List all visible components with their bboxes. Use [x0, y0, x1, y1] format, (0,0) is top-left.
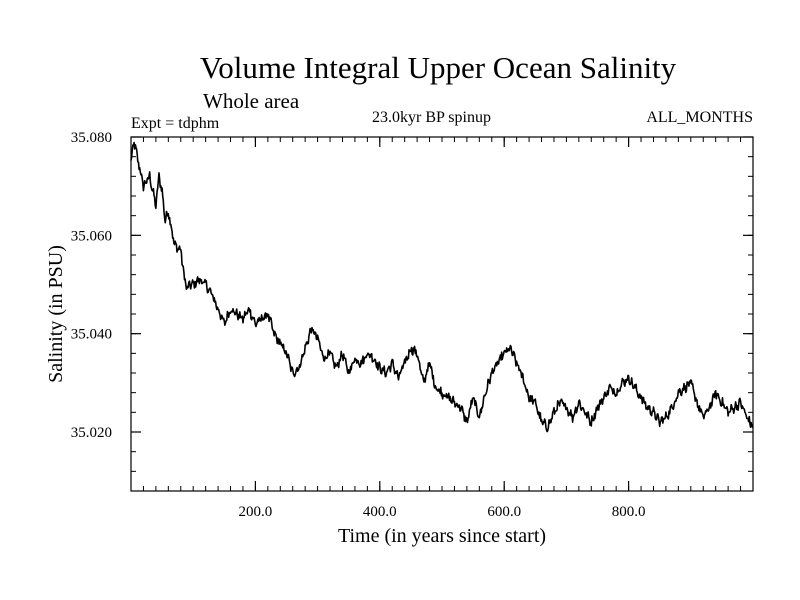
y-tick-label: 35.020 [71, 425, 112, 441]
plot-frame [130, 136, 754, 492]
y-tick-label: 35.040 [71, 327, 112, 343]
chart-subtitle: Whole area [203, 89, 300, 113]
y-tick-label: 35.080 [71, 130, 112, 146]
run-label: 23.0kyr BP spinup [372, 109, 491, 126]
x-tick-label: 400.0 [363, 504, 397, 520]
x-tick-label: 800.0 [612, 504, 646, 520]
x-axis: 200.0 400.0 600.0 800.0 [142, 137, 742, 520]
expt-label: Expt = tdphm [131, 115, 220, 132]
y-axis: 35.020 35.040 35.060 35.080 [71, 130, 753, 492]
x-tick-label: 600.0 [487, 504, 521, 520]
months-label: ALL_MONTHS [646, 109, 753, 126]
chart-title: Volume Integral Upper Ocean Salinity [200, 50, 677, 85]
y-axis-label: Salinity (in PSU) [45, 245, 67, 383]
y-tick-label: 35.060 [71, 228, 112, 244]
x-axis-label: Time (in years since start) [338, 525, 546, 547]
salinity-series-line [130, 141, 754, 433]
x-tick-label: 200.0 [239, 504, 273, 520]
